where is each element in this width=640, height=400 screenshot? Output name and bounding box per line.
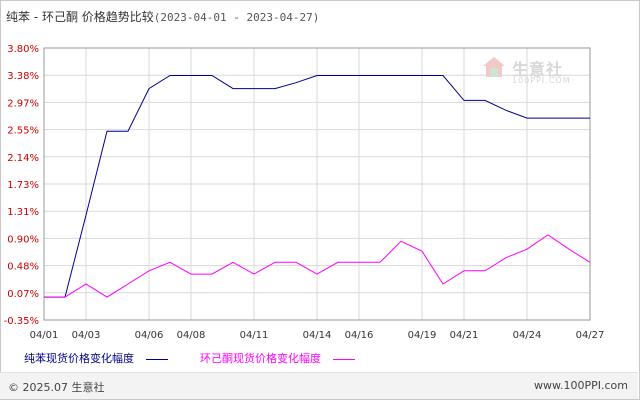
y-tick-label: -0.35% bbox=[4, 316, 39, 327]
watermark-name: 生意社 bbox=[512, 60, 564, 79]
x-tick-label: 04/27 bbox=[576, 330, 605, 341]
chart-title: 纯苯 - 环己酮 价格趋势比较(2023-04-01 - 2023-04-27) bbox=[6, 8, 319, 25]
x-tick-label: 04/03 bbox=[72, 330, 101, 341]
watermark-url: 100PPI.COM bbox=[512, 76, 571, 85]
y-tick-label: 2.14% bbox=[7, 153, 39, 164]
y-axis-tick-labels: 3.80% 3.38% 2.97% 2.55% 2.14% 1.73% 1.31% 0.90%… bbox=[4, 44, 39, 327]
series-line-1 bbox=[44, 75, 590, 298]
legend-label-series-1: 纯苯现货价格变化幅度 bbox=[24, 352, 134, 365]
plot-area-border bbox=[43, 47, 591, 321]
x-tick-label: 04/08 bbox=[177, 330, 206, 341]
series-lines bbox=[44, 75, 591, 298]
legend-swatch-series-2 bbox=[332, 358, 355, 360]
legend-item-series-1: 纯苯现货价格变化幅度 bbox=[24, 350, 168, 366]
x-axis-tick-labels: 04/01 04/03 04/06 04/08 04/11 04/14 04/16 04/19… bbox=[30, 330, 605, 341]
y-tick-label: 0.90% bbox=[7, 234, 39, 245]
x-tick-label: 04/11 bbox=[240, 330, 269, 341]
y-tick-label: 0.48% bbox=[7, 262, 39, 273]
y-tick-label: 1.31% bbox=[7, 207, 39, 218]
x-tick-label: 04/19 bbox=[408, 330, 437, 341]
y-tick-label: 2.97% bbox=[7, 98, 39, 109]
house-logo-icon bbox=[483, 57, 505, 77]
y-tick-label: 0.07% bbox=[7, 289, 39, 300]
x-tick-label: 04/01 bbox=[30, 330, 59, 341]
x-tick-label: 04/14 bbox=[303, 330, 332, 341]
series-line-2 bbox=[44, 234, 591, 298]
y-tick-label: 3.80% bbox=[7, 44, 39, 55]
legend-swatch-series-1 bbox=[145, 358, 168, 360]
x-tick-label: 04/16 bbox=[345, 330, 374, 341]
chart-title-text: 纯苯 - 环己酮 价格趋势比较 bbox=[6, 10, 154, 24]
grid-lines bbox=[43, 47, 591, 321]
y-tick-label: 1.73% bbox=[7, 180, 39, 191]
watermark: 生意社 100PPI.COM bbox=[482, 54, 582, 88]
footer-site-link[interactable]: www.100PPI.com bbox=[534, 379, 628, 392]
footer-bar: © 2025.07 生意社 www.100PPI.com bbox=[0, 372, 638, 399]
y-tick-label: 3.38% bbox=[7, 71, 39, 82]
y-tick-label: 2.55% bbox=[7, 126, 39, 137]
x-tick-label: 04/21 bbox=[450, 330, 479, 341]
line-chart: 3.80% 3.38% 2.97% 2.55% 2.14% 1.73% 1.31% 0.90%… bbox=[4, 44, 605, 341]
x-tick-label: 04/06 bbox=[135, 330, 164, 341]
chart-date-range: (2023-04-01 - 2023-04-27) bbox=[153, 11, 320, 24]
footer-copyright: © 2025.07 生意社 bbox=[8, 381, 105, 394]
x-tick-label: 04/24 bbox=[513, 330, 542, 341]
legend-label-series-2: 环己酮现货价格变化幅度 bbox=[200, 352, 321, 365]
legend-item-series-2: 环己酮现货价格变化幅度 bbox=[200, 350, 355, 366]
